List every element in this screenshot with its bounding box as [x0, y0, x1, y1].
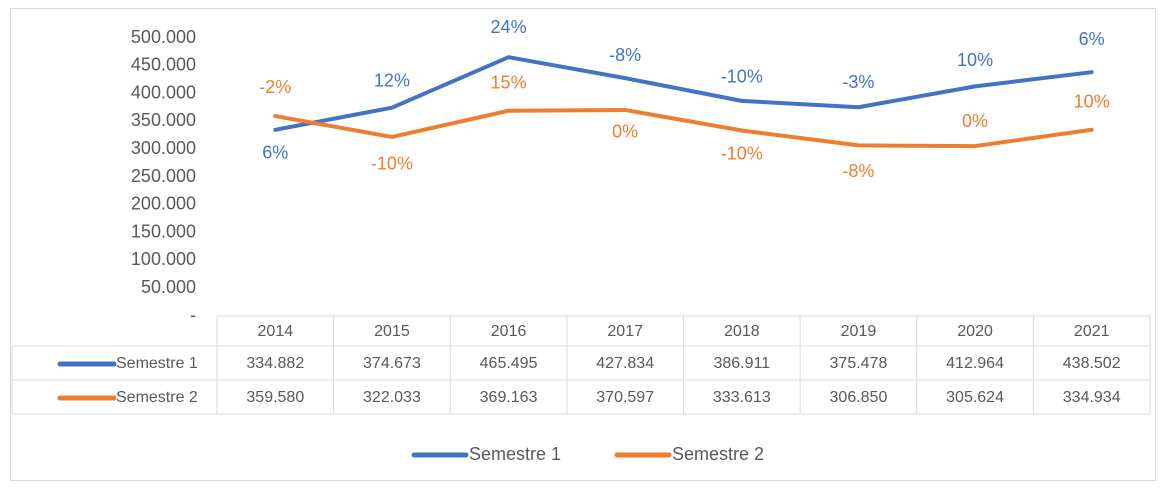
table-row-label: Semestre 2 — [116, 389, 198, 406]
y-tick-label: 100.000 — [131, 249, 196, 269]
chart-border — [10, 8, 1156, 481]
x-tick-label: 2014 — [258, 323, 294, 340]
legend-label: Semestre 2 — [672, 444, 764, 464]
table-cell: 386.911 — [713, 355, 770, 372]
y-tick-label: 200.000 — [131, 194, 196, 214]
y-tick-label: 450.000 — [131, 55, 196, 75]
growth-label: 12% — [374, 70, 410, 90]
y-tick-label: 500.000 — [131, 27, 196, 47]
x-tick-label: 2015 — [374, 323, 410, 340]
growth-label: 10% — [957, 50, 993, 70]
table-cell: 370.597 — [596, 389, 654, 406]
y-tick-label: 400.000 — [131, 82, 196, 102]
table-cell: 334.934 — [1063, 389, 1121, 406]
growth-label: 6% — [1079, 29, 1105, 49]
table-cell: 306.850 — [830, 389, 888, 406]
legend-label: Semestre 1 — [469, 444, 561, 464]
growth-label: -8% — [842, 161, 874, 181]
table-row-label: Semestre 1 — [116, 355, 198, 372]
table-cell: 322.033 — [363, 389, 421, 406]
x-tick-label: 2017 — [607, 323, 643, 340]
growth-label: 24% — [491, 17, 527, 37]
growth-label: -8% — [609, 45, 641, 65]
table-cell: 369.163 — [480, 389, 538, 406]
growth-label: -10% — [721, 67, 763, 87]
table-cell: 375.478 — [830, 355, 888, 372]
x-tick-label: 2021 — [1074, 323, 1110, 340]
table-cell: 412.964 — [946, 355, 1004, 372]
growth-label: -3% — [842, 72, 874, 92]
growth-label: -10% — [371, 154, 413, 174]
table-cell: 333.613 — [713, 389, 771, 406]
y-tick-label: 150.000 — [131, 221, 196, 241]
x-tick-label: 2019 — [841, 323, 877, 340]
x-tick-label: 2020 — [957, 323, 993, 340]
table-cell: 374.673 — [363, 355, 421, 372]
y-tick-label: 250.000 — [131, 166, 196, 186]
table-cell: 305.624 — [946, 389, 1004, 406]
table-cell: 334.882 — [246, 355, 304, 372]
growth-label: 10% — [1074, 92, 1110, 112]
y-tick-label: 300.000 — [131, 138, 196, 158]
y-tick-label: 350.000 — [131, 110, 196, 130]
x-tick-label: 2018 — [724, 323, 760, 340]
growth-label: 0% — [612, 122, 638, 142]
table-cell: 427.834 — [596, 355, 654, 372]
table-cell: 359.580 — [246, 389, 304, 406]
growth-label: -10% — [721, 143, 763, 163]
x-tick-label: 2016 — [491, 323, 527, 340]
growth-label: 15% — [491, 72, 527, 92]
growth-label: 0% — [962, 111, 988, 131]
growth-label: 6% — [262, 143, 288, 163]
y-tick-label: - — [190, 305, 196, 325]
series-line — [273, 107, 1094, 149]
table-cell: 465.495 — [480, 355, 538, 372]
series-line — [273, 55, 1094, 132]
growth-label: -2% — [259, 77, 291, 97]
table-cell: 438.502 — [1063, 355, 1121, 372]
y-tick-label: 50.000 — [141, 277, 196, 297]
